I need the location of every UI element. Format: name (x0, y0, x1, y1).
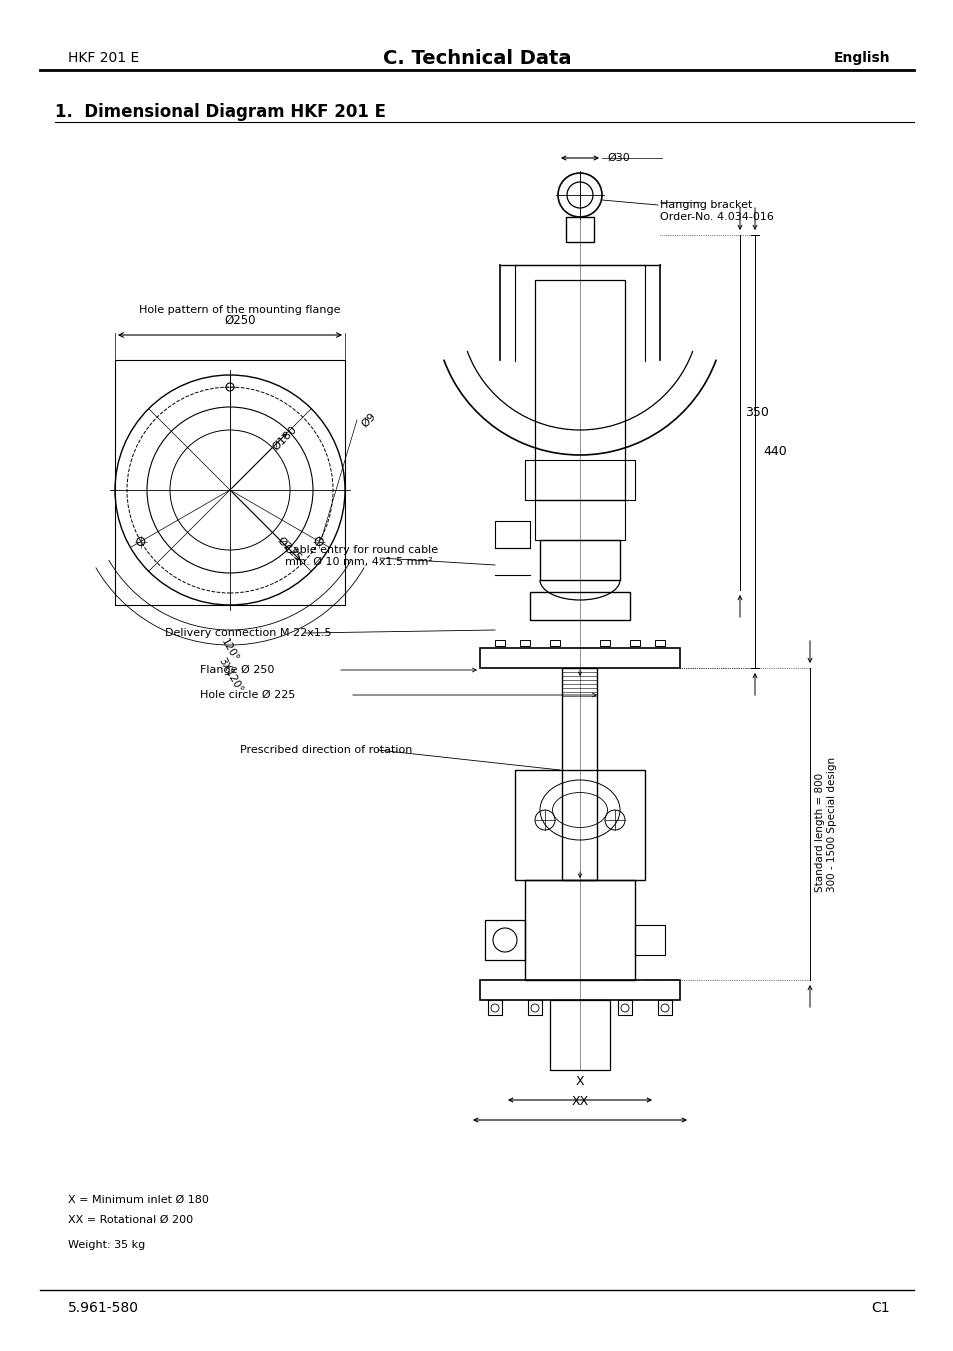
Bar (565, 218, 594, 242)
Text: 440: 440 (762, 444, 786, 458)
Bar (658, 1000, 671, 1015)
Bar (479, 979, 679, 1000)
Text: C. Technical Data: C. Technical Data (382, 49, 571, 68)
Text: Ø225: Ø225 (274, 535, 303, 563)
Bar (524, 459, 635, 500)
Bar (539, 540, 619, 580)
Bar (527, 1000, 541, 1015)
Text: Hole pattern of the mounting flange: Hole pattern of the mounting flange (139, 305, 340, 315)
Bar (484, 920, 524, 961)
Text: 3X120°: 3X120° (215, 655, 244, 694)
Bar (562, 667, 597, 880)
Bar (618, 1000, 631, 1015)
Text: Prescribed direction of rotation: Prescribed direction of rotation (240, 744, 412, 755)
Text: Hole circle Ø 225: Hole circle Ø 225 (200, 690, 295, 700)
Text: English: English (833, 51, 889, 65)
Text: C1: C1 (870, 1301, 889, 1315)
Text: Ø180: Ø180 (270, 424, 298, 453)
Bar (519, 640, 530, 646)
Text: Ø30: Ø30 (606, 153, 629, 163)
Bar (655, 640, 664, 646)
Text: Cable entry for round cable
min. Ø 10 mm, 4x1.5 mm²: Cable entry for round cable min. Ø 10 mm… (285, 544, 437, 566)
Bar (115, 359, 345, 605)
Bar (550, 640, 559, 646)
Bar (535, 280, 624, 500)
Text: XX = Rotational Ø 200: XX = Rotational Ø 200 (68, 1215, 193, 1225)
Bar (488, 1000, 501, 1015)
Text: Ø250: Ø250 (224, 313, 255, 327)
Text: Standard length = 800
300 - 1500 Special design: Standard length = 800 300 - 1500 Special… (814, 757, 836, 892)
Bar (495, 521, 530, 549)
Text: XX: XX (571, 1096, 588, 1108)
Text: 120°: 120° (219, 636, 240, 663)
Bar (629, 640, 639, 646)
Text: 1.  Dimensional Diagram HKF 201 E: 1. Dimensional Diagram HKF 201 E (55, 103, 386, 122)
Bar (524, 880, 635, 979)
Text: Delivery connection M 22x1.5: Delivery connection M 22x1.5 (165, 628, 331, 638)
Text: Weight: 35 kg: Weight: 35 kg (68, 1240, 145, 1250)
Text: 350: 350 (744, 407, 768, 419)
Bar (530, 592, 629, 620)
Text: 5.961-580: 5.961-580 (68, 1301, 139, 1315)
Bar (550, 1000, 609, 1070)
Bar (599, 640, 609, 646)
Text: Hanging bracket
Order-No. 4.034-016: Hanging bracket Order-No. 4.034-016 (659, 200, 773, 222)
Text: X = Minimum inlet Ø 180: X = Minimum inlet Ø 180 (68, 1196, 209, 1205)
Text: Flange Ø 250: Flange Ø 250 (200, 665, 274, 676)
Bar (495, 640, 504, 646)
Bar (635, 925, 664, 955)
Text: X: X (575, 1075, 583, 1088)
Bar (535, 500, 624, 540)
Text: HKF 201 E: HKF 201 E (68, 51, 139, 65)
Bar (479, 648, 679, 667)
Text: Ø9: Ø9 (359, 411, 378, 430)
Bar (515, 770, 644, 880)
